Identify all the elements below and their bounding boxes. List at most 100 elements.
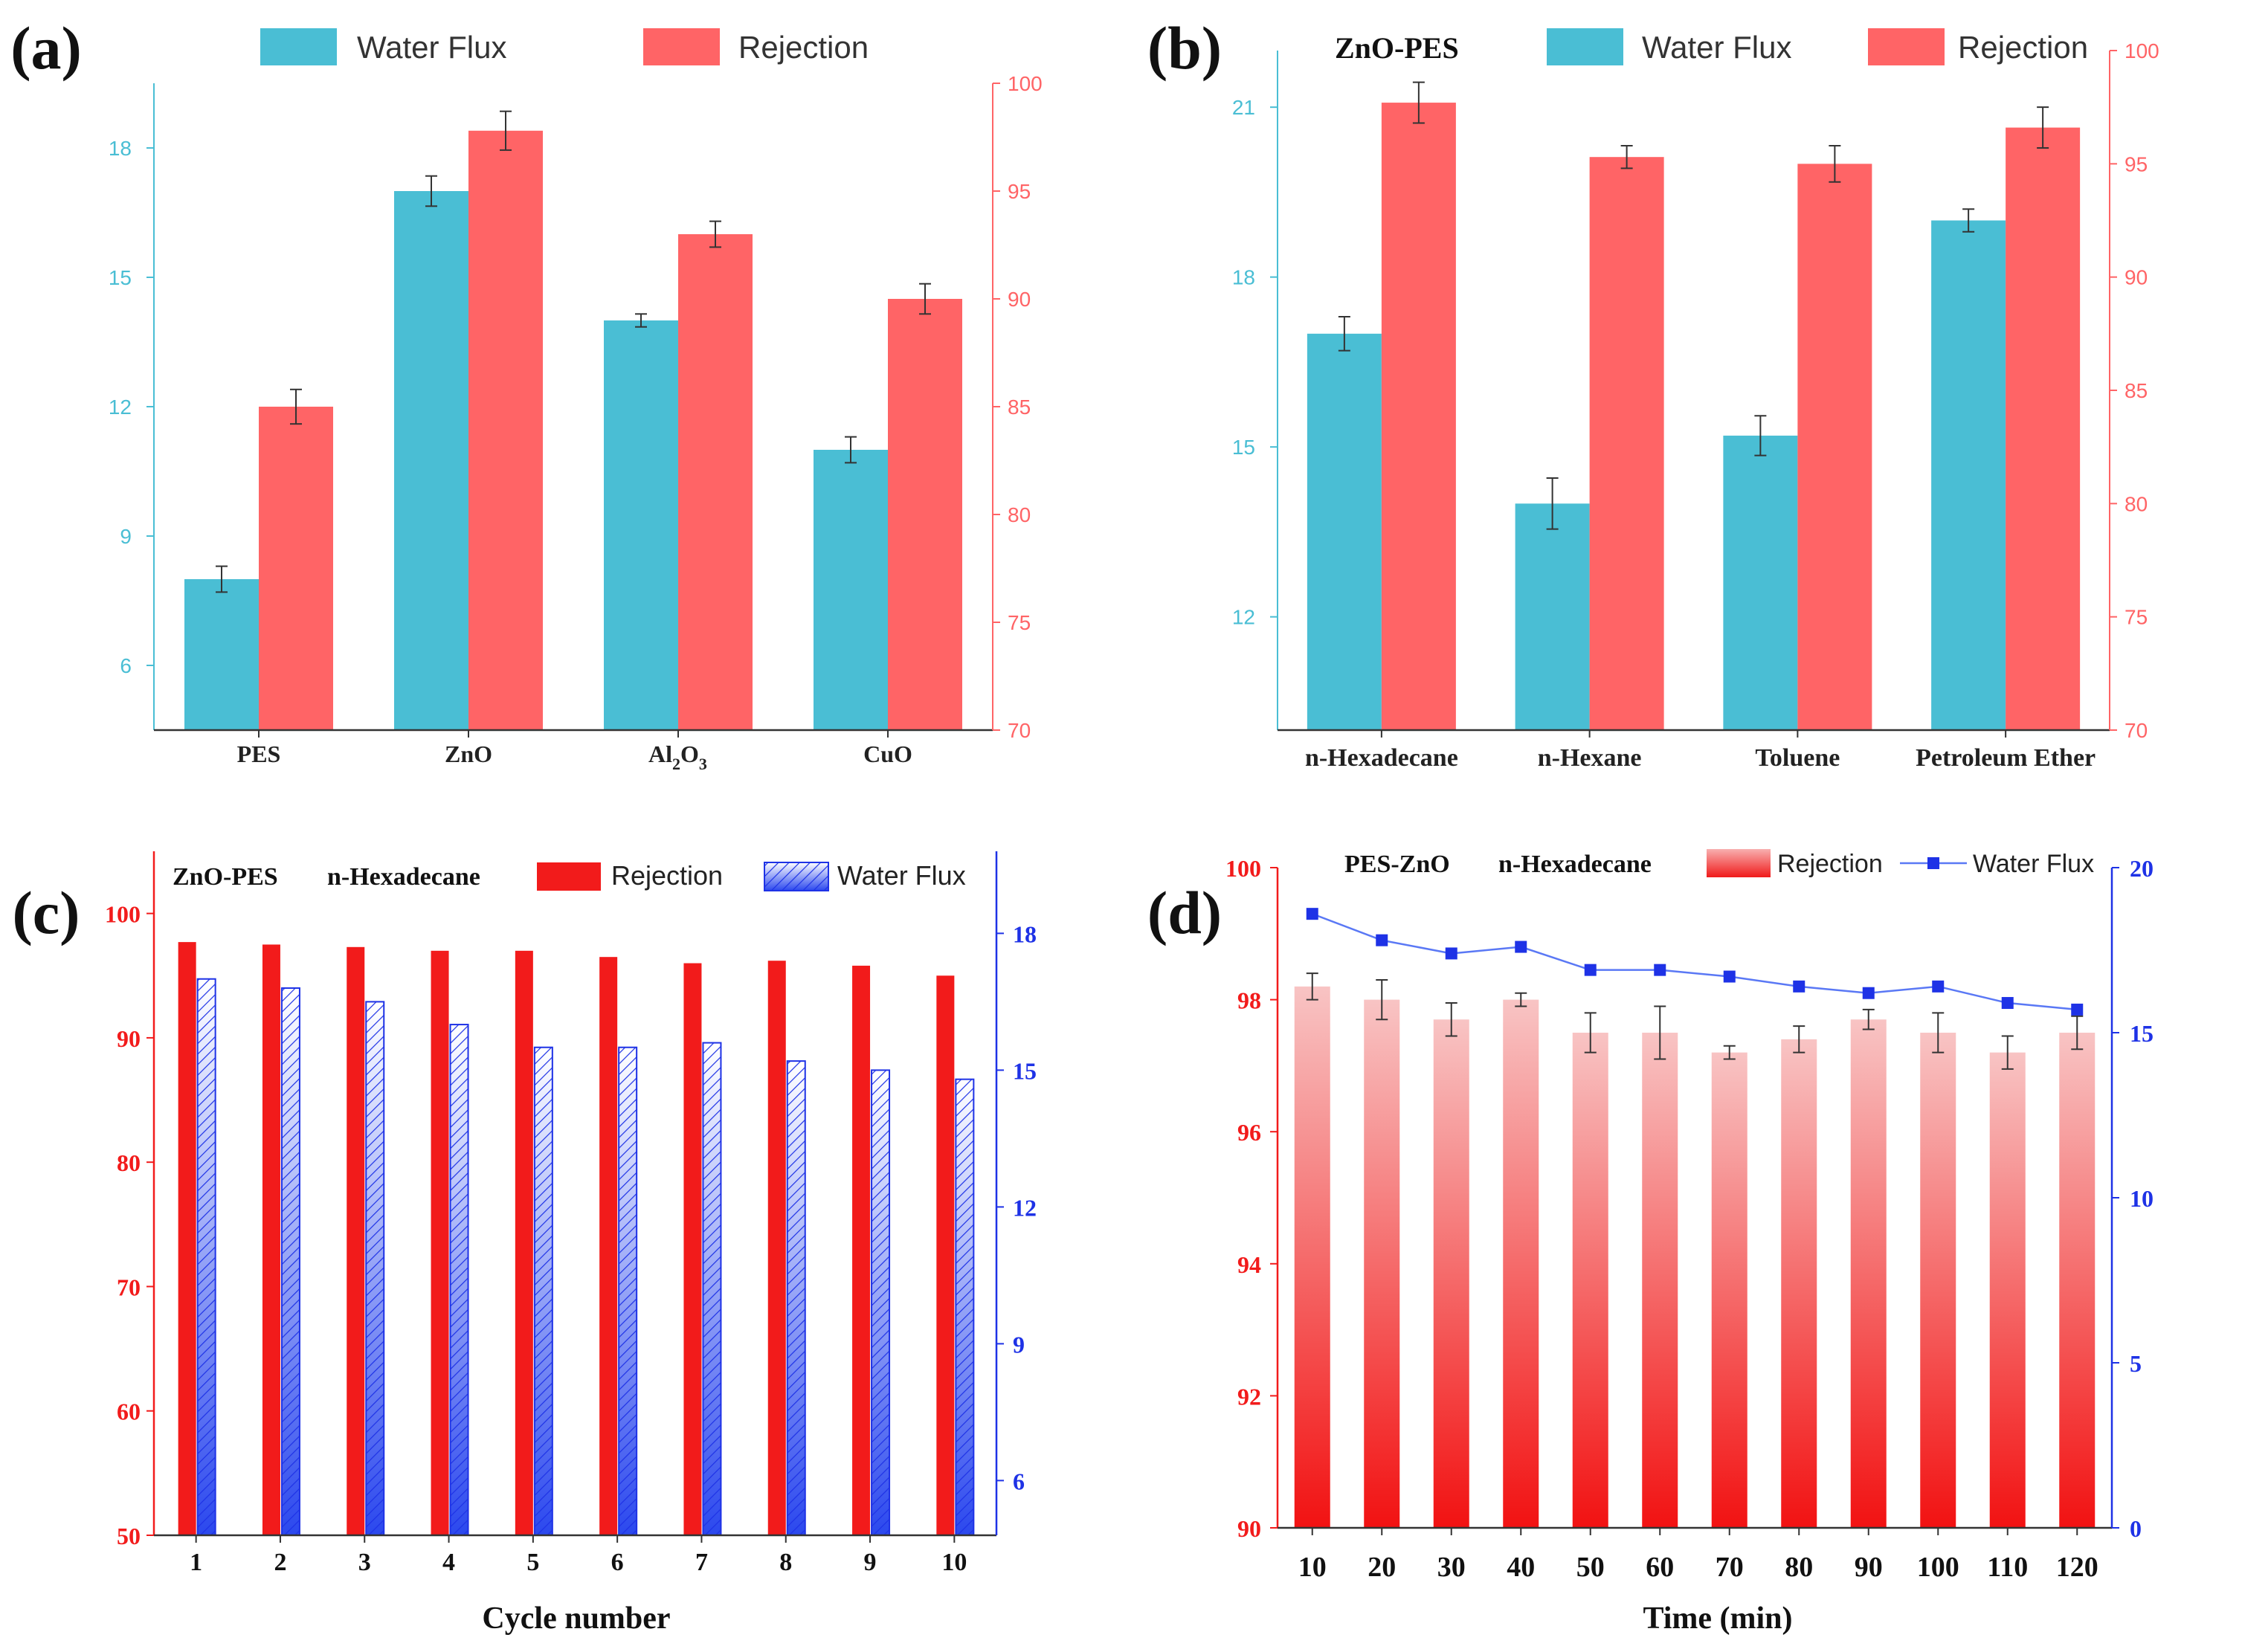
legend-label: Water Flux bbox=[1973, 850, 2094, 878]
point-water-flux bbox=[1584, 964, 1597, 976]
x-tick-label: Toluene bbox=[1755, 744, 1840, 772]
bar-rejection bbox=[1572, 1033, 1608, 1528]
x-tick-label: ZnO bbox=[445, 741, 492, 767]
bar-water-flux bbox=[702, 1042, 722, 1536]
y-tick-label-left: 90 bbox=[117, 1025, 141, 1052]
bar-rejection bbox=[1503, 999, 1539, 1528]
panel-d: 10 20 30 40 50 60 70 80 90 100 110 1209092949698100… bbox=[1147, 849, 2154, 1636]
x-tick-label: n-Hexane bbox=[1538, 744, 1642, 772]
chart-title: ZnO-PES bbox=[1335, 31, 1459, 65]
bar-rejection bbox=[1850, 1019, 1887, 1528]
x-tick-label: 70 bbox=[1716, 1552, 1744, 1583]
bar-water-flux bbox=[394, 191, 468, 730]
legend-swatch-rejection bbox=[1868, 28, 1945, 65]
bar-water-flux bbox=[449, 1024, 469, 1536]
panel-a: PES ZnO CuO Al2O3 6 9 12 15 18 70 75 80 85 90 95 100 (a)… bbox=[10, 14, 1043, 773]
legend-swatch-rejection bbox=[643, 28, 720, 65]
y-tick-label-left: 100 bbox=[105, 901, 141, 928]
y-tick-label-left: 100 bbox=[1225, 855, 1261, 882]
y-tick-label-right: 75 bbox=[1008, 611, 1031, 634]
y-tick-label-right: 12 bbox=[1013, 1194, 1037, 1221]
x-tick-label: 3 bbox=[358, 1549, 371, 1576]
y-tick-label-right: 100 bbox=[1008, 72, 1043, 95]
bar-water-flux bbox=[604, 320, 678, 730]
y-tick-label-left: 18 bbox=[1232, 266, 1255, 289]
y-tick-label-right: 0 bbox=[2130, 1515, 2142, 1542]
bar-rejection bbox=[2006, 127, 2081, 730]
y-tick-label-right: 95 bbox=[2125, 152, 2148, 175]
point-water-flux bbox=[1515, 940, 1527, 953]
x-tick-label: 50 bbox=[1576, 1552, 1605, 1583]
y-tick-label-right: 70 bbox=[2125, 719, 2148, 742]
y-tick-label-left: 70 bbox=[117, 1274, 141, 1300]
point-water-flux bbox=[1932, 980, 1945, 993]
legend-swatch-water-flux bbox=[764, 862, 829, 891]
bar-rejection bbox=[1989, 1052, 2026, 1528]
y-tick-label-left: 6 bbox=[120, 654, 132, 677]
y-tick-label-right: 80 bbox=[2125, 492, 2148, 515]
legend-label: Rejection bbox=[738, 30, 869, 65]
y-tick-label-left: 90 bbox=[1237, 1515, 1261, 1542]
bar-rejection bbox=[936, 975, 955, 1535]
bar-rejection bbox=[888, 299, 962, 730]
panel-label: (c) bbox=[12, 879, 80, 946]
panel-b: n-Hexadecane n-Hexane Toluene Petroleum Eth… bbox=[1147, 14, 2159, 772]
bar-water-flux bbox=[1307, 333, 1382, 730]
bar-rejection bbox=[1589, 157, 1664, 730]
y-tick-label-right: 20 bbox=[2130, 855, 2154, 882]
y-tick-label-left: 94 bbox=[1237, 1251, 1261, 1278]
bar-rejection bbox=[683, 963, 702, 1535]
point-water-flux bbox=[1306, 908, 1318, 920]
panel-label: (d) bbox=[1147, 879, 1222, 946]
x-tick-label: 120 bbox=[2056, 1552, 2098, 1583]
chart-subtitle: n-Hexadecane bbox=[327, 863, 480, 891]
point-water-flux bbox=[1654, 964, 1666, 976]
legend-label: Water Flux bbox=[1642, 30, 1791, 65]
x-tick-label-part: O bbox=[680, 741, 699, 767]
x-tick-label: 1 bbox=[190, 1549, 202, 1576]
x-tick-label: 8 bbox=[779, 1549, 792, 1576]
y-tick-label-right: 15 bbox=[2130, 1020, 2154, 1047]
bar-rejection bbox=[1642, 1033, 1678, 1528]
x-tick-label: 110 bbox=[1987, 1552, 2028, 1583]
panel-label: (b) bbox=[1147, 14, 1222, 82]
point-water-flux bbox=[1376, 934, 1388, 946]
line-water-flux bbox=[1312, 912, 2078, 1011]
y-tick-label-right: 85 bbox=[2125, 379, 2148, 402]
x-tick-label: 10 bbox=[1298, 1552, 1327, 1583]
chart-title: PES-ZnO bbox=[1344, 851, 1450, 878]
bar-rejection bbox=[767, 961, 786, 1535]
legend-swatch-water-flux bbox=[1547, 28, 1623, 65]
legend-swatch-water-flux bbox=[260, 28, 337, 65]
bar-rejection bbox=[1364, 999, 1400, 1528]
bar-rejection bbox=[468, 130, 543, 731]
legend-label: Rejection bbox=[1958, 30, 2088, 65]
x-tick-label: 5 bbox=[526, 1549, 539, 1576]
bar-rejection bbox=[262, 944, 280, 1535]
x-tick-label: 80 bbox=[1785, 1552, 1813, 1583]
legend-label: Water Flux bbox=[837, 860, 966, 891]
y-tick-label-right: 80 bbox=[1008, 503, 1031, 526]
x-tick-label-part: Al bbox=[648, 741, 672, 767]
y-tick-label-left: 96 bbox=[1237, 1119, 1261, 1146]
y-tick-label-left: 12 bbox=[109, 396, 132, 419]
point-water-flux bbox=[1445, 947, 1457, 960]
bar-water-flux bbox=[814, 450, 888, 730]
x-tick-label: 7 bbox=[695, 1549, 708, 1576]
x-tick-label: 6 bbox=[611, 1549, 624, 1576]
bar-rejection bbox=[515, 950, 533, 1535]
point-water-flux bbox=[1793, 980, 1805, 993]
x-tick-label: 20 bbox=[1368, 1552, 1396, 1583]
y-tick-label-right: 95 bbox=[1008, 180, 1031, 203]
bar-rejection bbox=[852, 965, 871, 1535]
x-tick-label: 100 bbox=[1917, 1552, 1959, 1583]
bar-water-flux bbox=[1723, 435, 1798, 730]
chart-title: ZnO-PES bbox=[173, 863, 278, 891]
x-axis-title: Time (min) bbox=[1643, 1601, 1792, 1636]
bar-rejection bbox=[1711, 1052, 1747, 1528]
legend-swatch-rejection bbox=[537, 862, 601, 891]
x-tick-label-sub: 3 bbox=[699, 755, 707, 773]
point-water-flux bbox=[2071, 1003, 2084, 1016]
bar-rejection bbox=[259, 407, 333, 730]
